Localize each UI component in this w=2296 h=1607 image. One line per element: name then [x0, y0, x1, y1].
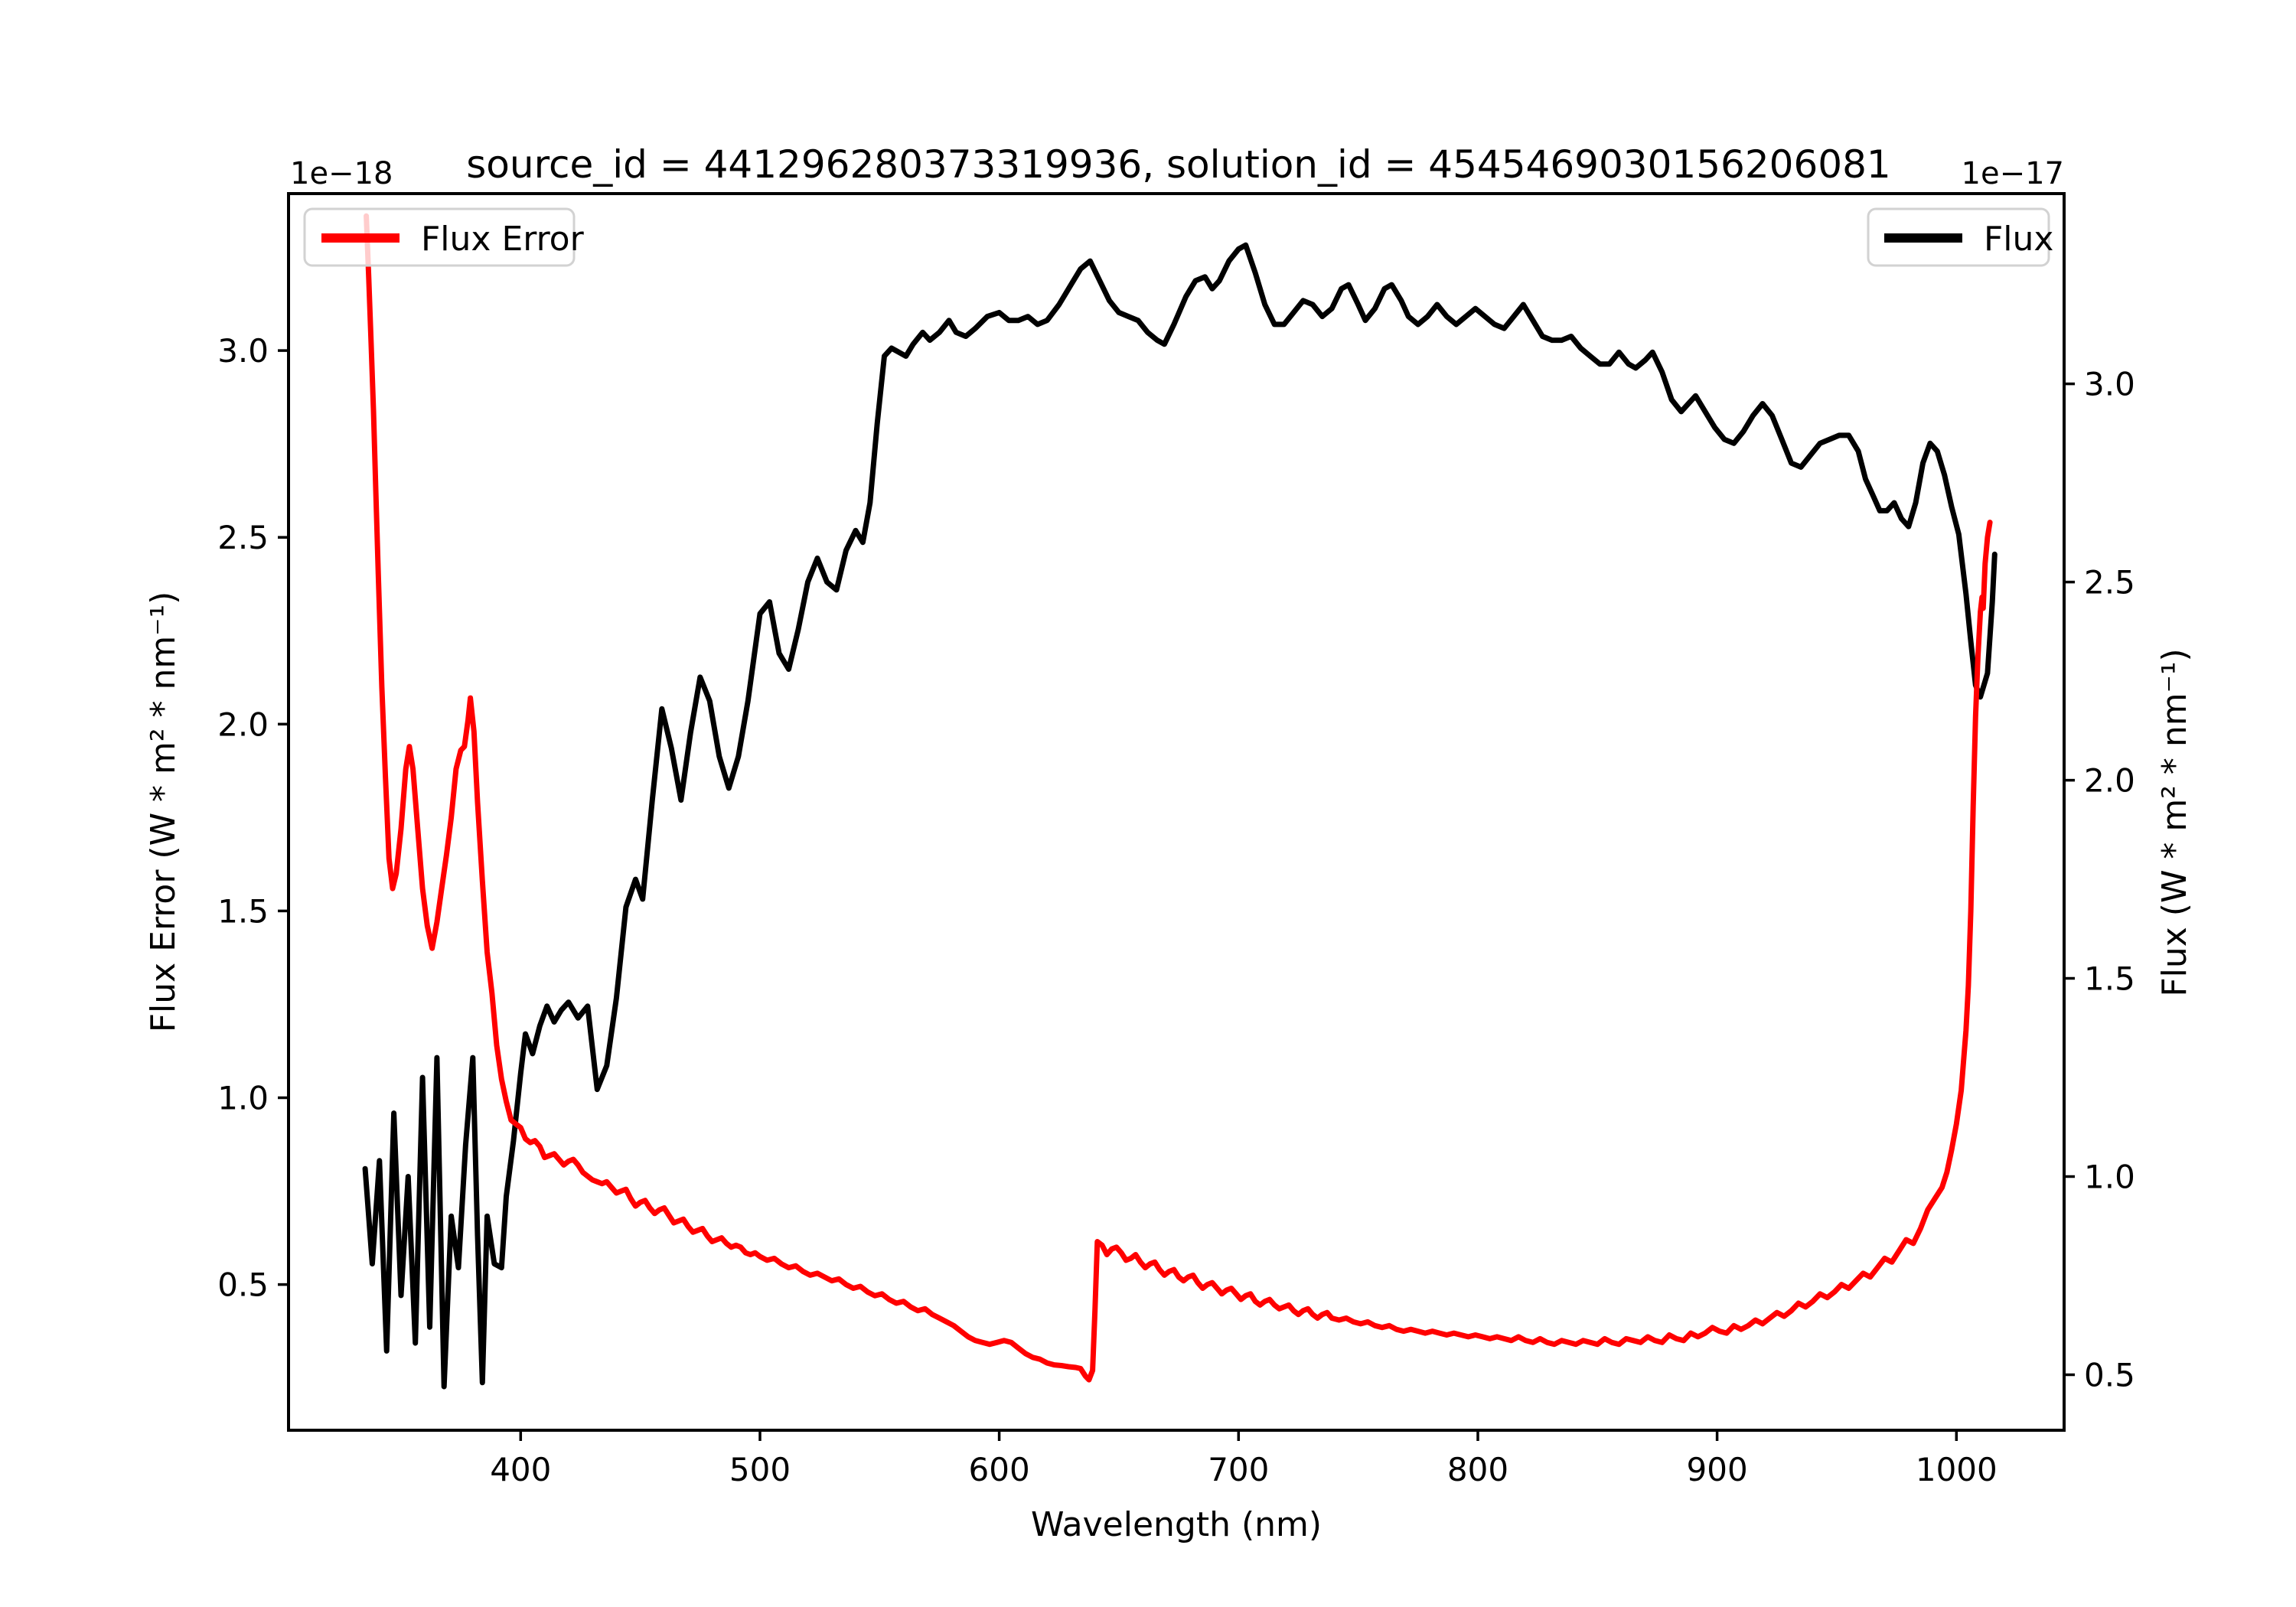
right-y-tick-label: 2.0 [2084, 762, 2135, 800]
x-axis-label: Wavelength (nm) [1031, 1505, 1322, 1544]
x-tick-label: 800 [1447, 1451, 1508, 1488]
left-y-tick-label: 0.5 [217, 1266, 269, 1304]
left-y-tick-label: 3.0 [217, 332, 269, 370]
flux-error-line [364, 213, 1993, 1383]
legend-flux: Flux [1867, 207, 2053, 267]
left-y-tick-label: 1.5 [217, 892, 269, 930]
plot-title: source_id = 441296280373319936, solution… [466, 142, 1890, 187]
legend-flux-error: Flux Error [303, 207, 585, 267]
left-y-axis-label: Flux Error (W * m² * nm⁻¹) [144, 592, 183, 1033]
right-y-tick-label: 1.0 [2084, 1159, 2135, 1196]
left-axis-offset-text: 1e−18 [290, 156, 393, 191]
flux-error-legend-label: Flux Error [421, 220, 585, 259]
x-tick-label: 400 [490, 1451, 551, 1488]
left-y-tick-label: 1.0 [217, 1080, 269, 1117]
plot-border [287, 192, 2066, 1432]
left-axis-ticks: 0.5 1.0 1.5 2.0 2.5 3.0 [217, 332, 289, 1304]
right-y-axis-label: Flux (W * m² * nm⁻¹) [2155, 648, 2194, 996]
x-tick-label: 700 [1208, 1451, 1269, 1488]
x-tick-label: 900 [1687, 1451, 1748, 1488]
flux-legend-label: Flux [1984, 220, 2053, 259]
flux-line [362, 242, 1998, 1390]
right-axis-ticks: 0.5 1.0 1.5 2.0 2.5 3.0 [2064, 366, 2135, 1394]
right-axis-offset-text: 1e−17 [1962, 156, 2064, 191]
x-tick-label: 500 [729, 1451, 791, 1488]
right-y-tick-label: 2.5 [2084, 564, 2135, 601]
x-axis-ticks: 400 500 600 700 800 900 1000 [490, 1430, 1998, 1488]
x-tick-label: 1000 [1916, 1451, 1998, 1488]
left-y-tick-label: 2.5 [217, 519, 269, 556]
x-tick-label: 600 [969, 1451, 1030, 1488]
right-y-tick-label: 0.5 [2084, 1357, 2135, 1394]
left-y-tick-label: 2.0 [217, 706, 269, 743]
right-y-tick-label: 3.0 [2084, 366, 2135, 403]
right-y-tick-label: 1.5 [2084, 960, 2135, 998]
